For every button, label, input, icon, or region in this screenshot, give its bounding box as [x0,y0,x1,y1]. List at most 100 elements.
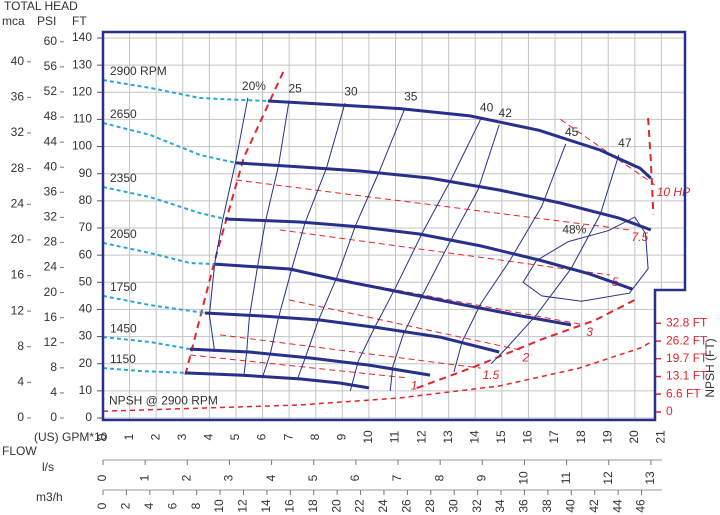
x-tick-label: 2 [148,433,162,440]
power-line [235,179,630,231]
m3h-axis-label: m3/h [36,490,63,504]
psi-tick-label: 36 [44,184,58,198]
efficiency-line [349,119,482,392]
lps-tick-label: 7 [390,474,404,481]
mca-tick-label: 36 [11,90,25,104]
npsh-tick-label: 32.8 FT [666,315,708,329]
lps-tick-label: 0 [95,474,109,481]
power-label: 2 [521,350,529,364]
suction-curve [102,241,215,266]
head-curve [235,161,652,232]
mca-tick-label: 32 [11,125,25,139]
x-tick-label: 14 [467,430,481,444]
m3h-tick-label: 20 [329,499,343,513]
lps-tick-label: 3 [222,474,236,481]
x-tick-label: 3 [175,433,189,440]
lps-tick-label: 12 [601,471,615,485]
x-tick-label: 5 [228,433,242,440]
efficiency-label: 47 [618,136,632,150]
m3h-tick-label: 38 [540,499,554,513]
efficiency-line [208,97,249,353]
lps-tick-label: 1 [137,474,151,481]
y-tick-label: 80 [79,193,93,207]
mca-tick-label: 40 [11,54,25,68]
y-tick-label: 100 [72,139,92,153]
speed-label: 2900 RPM [110,64,167,78]
lps-tick-label: 6 [348,474,362,481]
m3h-tick-label: 42 [587,499,601,513]
m3h-tick-label: 12 [236,499,250,513]
y-tick-label: 0 [85,410,92,424]
psi-tick-label: 28 [44,235,58,249]
mca-tick-label: 8 [17,339,24,353]
efficiency-line [490,154,620,365]
m3h-tick-label: 24 [376,499,390,513]
efficiency-label: 20% [242,79,266,93]
psi-tick-label: 20 [44,285,58,299]
m3h-tick-label: 40 [563,499,577,513]
x-tick-label: 19 [600,430,614,444]
lps-tick-label: 2 [179,474,193,481]
mca-tick-label: 16 [11,268,25,282]
limit-line [416,299,636,390]
m3h-tick-label: 10 [212,499,226,513]
limit-line [647,118,655,215]
power-label: 1 [411,378,418,392]
m3h-tick-label: 8 [189,502,203,509]
x-tick-label: 1 [122,433,136,440]
psi-tick-label: 4 [50,385,57,399]
power-line [219,334,481,369]
psi-tick-label: 44 [44,134,58,148]
limit-line [184,70,285,375]
head-curve [225,217,633,291]
npsh-tick-label: 6.6 FT [666,386,701,400]
mca-tick-label: 24 [11,196,25,210]
suction-curve [102,122,237,164]
psi-tick-label: 16 [44,310,58,324]
x-tick-label: 16 [521,430,535,444]
psi-tick-label: 60 [44,34,58,48]
m3h-tick-label: 22 [353,499,367,513]
psi-tick-label: 40 [44,159,58,173]
m3h-tick-label: 14 [259,499,273,513]
psi-tick-label: 8 [50,360,57,374]
lps-tick-label: 5 [306,474,320,481]
x-tick-label: 13 [441,430,455,444]
psi-tick-label: 32 [44,210,58,224]
y-tick-label: 30 [79,329,93,343]
npsh-tick-label: 0 [666,404,673,418]
x-tick-label: 10 [361,430,375,444]
power-line [189,354,409,379]
x-tick-label: 15 [494,430,508,444]
power-label: 1.5 [483,368,500,382]
psi-axis-label: PSI [37,14,56,28]
m3h-tick-label: 46 [634,499,648,513]
x-tick-label: 11 [388,430,402,443]
y-tick-label: 10 [79,383,93,397]
plot-frame [101,30,687,422]
head-curve [189,347,431,377]
speed-label: 2050 [110,227,137,241]
psi-tick-label: 12 [44,335,58,349]
power-line [279,229,610,276]
m3h-tick-label: 6 [165,502,179,509]
m3h-tick-label: 4 [142,502,156,509]
power-label: 10 HP [657,185,690,199]
m3h-tick-label: 44 [610,499,624,513]
efficiency-label: 40 [480,101,494,115]
psi-tick-label: 24 [44,260,58,274]
lps-axis-label: l/s [42,460,54,474]
m3h-tick-label: 16 [282,499,296,513]
x-tick-label: 12 [414,430,428,444]
psi-tick-label: 48 [44,109,58,123]
suction-curve [102,79,268,102]
speed-label: 1150 [110,352,136,366]
x-tick-label: 21 [654,430,668,444]
y-tick-label: 130 [72,57,92,71]
lps-tick-label: 8 [432,474,446,481]
y-tick-label: 70 [79,220,93,234]
efficiency-label: 42 [499,106,513,120]
suction-curve [102,186,226,220]
efficiency-label: 45 [565,125,579,139]
